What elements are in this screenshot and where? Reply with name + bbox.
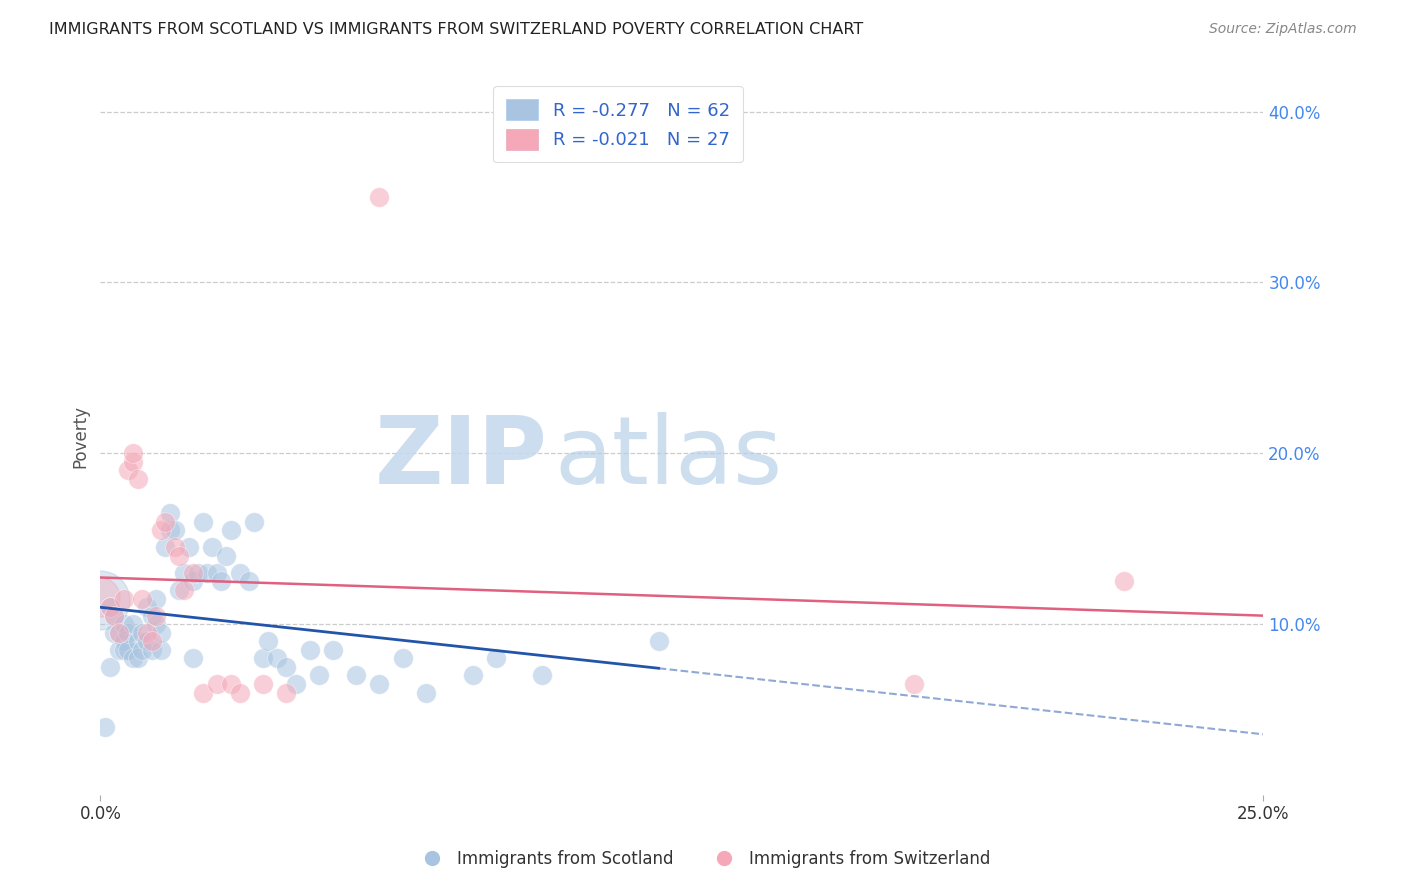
Point xyxy=(276,685,298,699)
Point xyxy=(177,541,200,555)
Point xyxy=(141,643,163,657)
Point xyxy=(145,617,167,632)
Point xyxy=(135,634,157,648)
Point xyxy=(243,515,266,529)
Point xyxy=(127,634,149,648)
Point xyxy=(322,643,344,657)
Point xyxy=(173,566,195,580)
Point xyxy=(344,668,367,682)
Point xyxy=(112,591,135,606)
Point xyxy=(112,617,135,632)
Point xyxy=(103,625,125,640)
Point xyxy=(117,463,139,477)
Point xyxy=(205,677,228,691)
Point xyxy=(229,566,252,580)
Point xyxy=(173,582,195,597)
Point xyxy=(256,634,278,648)
Point xyxy=(89,590,111,604)
Point xyxy=(647,634,669,648)
Point xyxy=(131,625,153,640)
Point xyxy=(155,515,177,529)
Point xyxy=(145,591,167,606)
Point xyxy=(117,643,139,657)
Point xyxy=(163,541,186,555)
Point xyxy=(112,634,135,648)
Point xyxy=(1112,574,1135,589)
Point xyxy=(149,643,172,657)
Text: IMMIGRANTS FROM SCOTLAND VS IMMIGRANTS FROM SWITZERLAND POVERTY CORRELATION CHAR: IMMIGRANTS FROM SCOTLAND VS IMMIGRANTS F… xyxy=(49,22,863,37)
Point xyxy=(122,446,145,460)
Legend: R = -0.277   N = 62, R = -0.021   N = 27: R = -0.277 N = 62, R = -0.021 N = 27 xyxy=(494,87,742,162)
Point xyxy=(122,455,145,469)
Point xyxy=(191,685,214,699)
Point xyxy=(135,625,157,640)
Point xyxy=(461,668,484,682)
Point xyxy=(103,608,125,623)
Point xyxy=(485,651,508,665)
Point xyxy=(238,574,260,589)
Point xyxy=(284,677,307,691)
Point xyxy=(159,523,181,537)
Point xyxy=(112,643,135,657)
Point xyxy=(205,566,228,580)
Point xyxy=(276,660,298,674)
Point xyxy=(122,651,145,665)
Point xyxy=(149,625,172,640)
Text: ZIP: ZIP xyxy=(375,412,548,504)
Point xyxy=(127,472,149,486)
Point xyxy=(415,685,437,699)
Point xyxy=(183,651,205,665)
Point xyxy=(141,608,163,623)
Point xyxy=(155,541,177,555)
Point xyxy=(368,677,391,691)
Text: atlas: atlas xyxy=(554,412,782,504)
Point xyxy=(169,549,191,563)
Point xyxy=(187,566,209,580)
Point xyxy=(219,523,242,537)
Point xyxy=(368,190,391,204)
Point xyxy=(308,668,330,682)
Point xyxy=(98,600,121,615)
Point xyxy=(98,600,121,615)
Point xyxy=(169,582,191,597)
Point xyxy=(219,677,242,691)
Point xyxy=(131,643,153,657)
Point xyxy=(215,549,238,563)
Point xyxy=(183,574,205,589)
Point xyxy=(209,574,232,589)
Point xyxy=(229,685,252,699)
Point xyxy=(183,566,205,580)
Point xyxy=(108,643,131,657)
Point xyxy=(266,651,288,665)
Point xyxy=(201,541,224,555)
Point xyxy=(103,608,125,623)
Point xyxy=(252,651,274,665)
Point xyxy=(145,608,167,623)
Point xyxy=(89,593,111,607)
Point xyxy=(531,668,554,682)
Point xyxy=(391,651,413,665)
Point xyxy=(135,600,157,615)
Text: Source: ZipAtlas.com: Source: ZipAtlas.com xyxy=(1209,22,1357,37)
Point xyxy=(191,515,214,529)
Point xyxy=(117,625,139,640)
Legend: Immigrants from Scotland, Immigrants from Switzerland: Immigrants from Scotland, Immigrants fro… xyxy=(409,844,997,875)
Point xyxy=(149,523,172,537)
Point xyxy=(141,634,163,648)
Point xyxy=(127,651,149,665)
Point xyxy=(108,625,131,640)
Point xyxy=(98,660,121,674)
Point xyxy=(122,617,145,632)
Point xyxy=(298,643,321,657)
Point xyxy=(163,523,186,537)
Point xyxy=(252,677,274,691)
Point xyxy=(159,506,181,520)
Point xyxy=(903,677,925,691)
Point xyxy=(131,591,153,606)
Point xyxy=(195,566,218,580)
Point xyxy=(108,625,131,640)
Point xyxy=(94,720,117,734)
Y-axis label: Poverty: Poverty xyxy=(72,405,89,467)
